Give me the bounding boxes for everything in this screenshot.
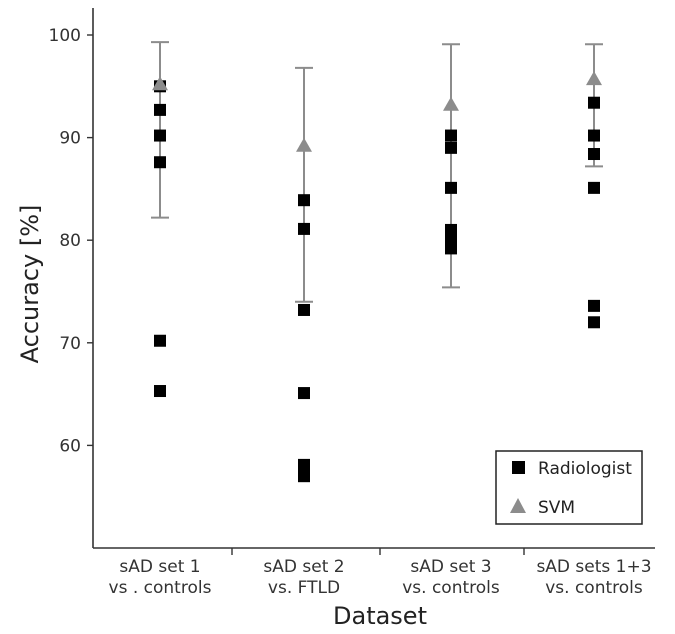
radiologist-point bbox=[154, 334, 166, 347]
x-category-label: sAD set 2 bbox=[263, 557, 344, 577]
x-category-label: sAD set 1 bbox=[119, 557, 200, 577]
x-category-label: vs . controls bbox=[109, 578, 212, 598]
radiologist-point bbox=[445, 232, 457, 245]
svm-point bbox=[586, 71, 602, 86]
radiologist-point bbox=[298, 222, 310, 235]
legend-svm-label: SVM bbox=[538, 498, 575, 518]
x-category-label: vs. controls bbox=[402, 578, 500, 598]
radiologist-point bbox=[588, 148, 600, 161]
x-axis-title: Dataset bbox=[333, 602, 427, 630]
data-markers bbox=[152, 71, 602, 483]
svm-point bbox=[296, 137, 312, 152]
radiologist-point bbox=[154, 129, 166, 142]
y-axis-title: Accuracy [%] bbox=[16, 205, 44, 364]
svm-point bbox=[152, 76, 168, 91]
radiologist-point bbox=[588, 96, 600, 109]
radiologist-point bbox=[588, 316, 600, 329]
y-tick-label: 80 bbox=[59, 231, 81, 251]
radiologist-point bbox=[298, 303, 310, 316]
x-category-label: sAD sets 1+3 bbox=[536, 557, 651, 577]
legend-svm-marker bbox=[510, 498, 526, 513]
x-category-label: vs. FTLD bbox=[268, 578, 340, 598]
legend: Radiologist SVM bbox=[495, 450, 643, 525]
radiologist-point bbox=[445, 129, 457, 142]
axes bbox=[87, 8, 655, 555]
radiologist-point bbox=[445, 242, 457, 255]
x-category-label: sAD set 3 bbox=[410, 557, 491, 577]
radiologist-point bbox=[588, 181, 600, 194]
radiologist-point bbox=[445, 141, 457, 154]
radiologist-point bbox=[588, 299, 600, 312]
radiologist-point bbox=[154, 103, 166, 116]
radiologist-point bbox=[154, 385, 166, 398]
y-tick-label: 100 bbox=[49, 26, 81, 46]
radiologist-point bbox=[298, 194, 310, 207]
radiologist-point bbox=[154, 156, 166, 169]
radiologist-point bbox=[588, 129, 600, 142]
y-tick-label: 60 bbox=[59, 436, 81, 456]
y-tick-label: 90 bbox=[59, 129, 81, 149]
axis-labels: 60 70 80 90 100 sAD set 1vs . controls sAD set… bbox=[16, 26, 652, 630]
radiologist-point bbox=[298, 387, 310, 400]
svm-error-bars bbox=[151, 41, 603, 303]
radiologist-point bbox=[298, 458, 310, 471]
legend-radiologist-label: Radiologist bbox=[538, 459, 632, 479]
radiologist-point bbox=[298, 470, 310, 483]
x-category-label: vs. controls bbox=[545, 578, 643, 598]
radiologist-point bbox=[445, 181, 457, 194]
y-tick-label: 70 bbox=[59, 334, 81, 354]
svm-point bbox=[443, 96, 459, 111]
legend-radiologist-marker bbox=[512, 461, 525, 474]
